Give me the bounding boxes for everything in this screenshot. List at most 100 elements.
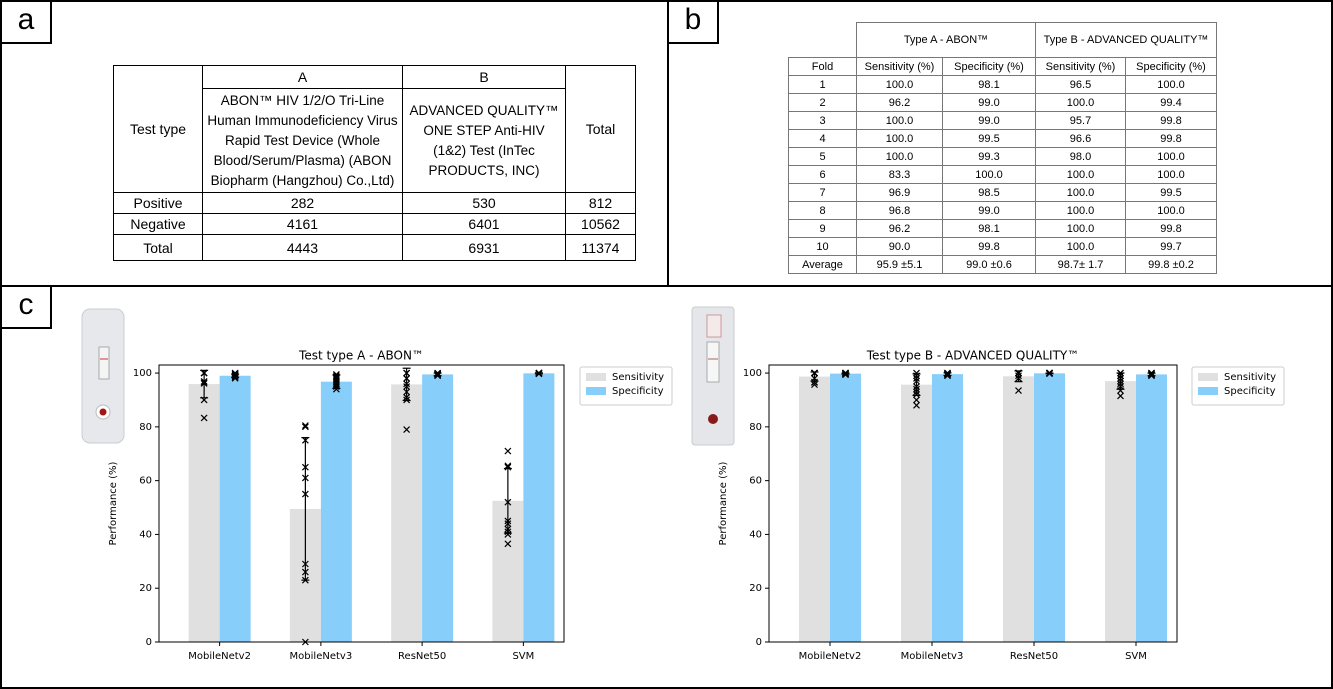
figure: a Test typeABTotalABON™ HIV 1/2/O Tri-Li… xyxy=(0,0,1333,689)
group-header: Type A - ABON™ xyxy=(857,23,1036,58)
y-tick-label: 40 xyxy=(139,529,152,540)
cell: 96.9 xyxy=(857,184,943,202)
column-header: Total xyxy=(566,66,636,193)
page: HIV rapid test classification figure {"p… xyxy=(0,0,1333,689)
chart-title: Test type A - ABON™ xyxy=(298,349,424,363)
cell: 96.2 xyxy=(857,94,943,112)
legend-label: Sensitivity xyxy=(612,372,664,383)
y-tick-label: 60 xyxy=(139,476,152,487)
cell: 98.5 xyxy=(943,184,1036,202)
cell: 100.0 xyxy=(1126,166,1217,184)
cell: 100.0 xyxy=(1126,76,1217,94)
panel-c: c Test type A - ABON™Performance (%)0204… xyxy=(0,285,1333,689)
cell: 100.0 xyxy=(1036,94,1126,112)
panel-label: a xyxy=(0,0,52,44)
cell: 100.0 xyxy=(1126,202,1217,220)
column-header: A xyxy=(203,66,403,89)
cell: 6931 xyxy=(403,235,566,261)
cell: 4443 xyxy=(203,235,403,261)
cell: 99.8 xyxy=(1126,130,1217,148)
cell: 98.0 xyxy=(1036,148,1126,166)
row-name: Total xyxy=(114,235,203,261)
cell: 2 xyxy=(789,94,857,112)
x-marker xyxy=(505,448,511,454)
cell: 99.8 ±0.2 xyxy=(1126,256,1217,274)
legend-swatch xyxy=(586,373,606,381)
cell: 100.0 xyxy=(1036,184,1126,202)
panel-label: b xyxy=(667,0,719,44)
cell: 100.0 xyxy=(1036,220,1126,238)
data-row: 4100.099.596.699.8 xyxy=(789,130,1217,148)
chart-title: Test type B - ADVANCED QUALITY™ xyxy=(866,349,1079,363)
cell: 98.7± 1.7 xyxy=(1036,256,1126,274)
bar xyxy=(830,374,861,642)
cell: 11374 xyxy=(566,235,636,261)
x-tick-label: SVM xyxy=(512,651,534,662)
cell: 90.0 xyxy=(857,238,943,256)
bar xyxy=(1034,373,1065,642)
bar xyxy=(321,382,352,642)
cell: 95.7 xyxy=(1036,112,1126,130)
bar xyxy=(422,374,453,642)
header-row: Test typeABTotal xyxy=(114,66,636,89)
cell: 100.0 xyxy=(857,148,943,166)
cell: 95.9 ±5.1 xyxy=(857,256,943,274)
row-name: Negative xyxy=(114,214,203,235)
data-row: 683.3100.0100.0100.0 xyxy=(789,166,1217,184)
y-tick-label: 0 xyxy=(756,637,762,648)
x-tick-label: MobileNetv3 xyxy=(290,651,353,662)
cell: 99.3 xyxy=(943,148,1036,166)
data-row: 296.299.0100.099.4 xyxy=(789,94,1217,112)
cell: 98.1 xyxy=(943,220,1036,238)
cell: 99.0 xyxy=(943,202,1036,220)
bar xyxy=(189,384,220,642)
cell: 100.0 xyxy=(1126,148,1217,166)
cell: 6 xyxy=(789,166,857,184)
y-tick-label: 80 xyxy=(139,422,152,433)
cell: 99.8 xyxy=(1126,112,1217,130)
group-header: Type B - ADVANCED QUALITY™ xyxy=(1036,23,1217,58)
y-axis-label: Performance (%) xyxy=(718,461,729,545)
column-header: Specificity (%) xyxy=(1126,58,1217,76)
blank-cell xyxy=(789,23,857,58)
legend-label: Specificity xyxy=(612,386,664,397)
column-header: Fold xyxy=(789,58,857,76)
y-tick-label: 20 xyxy=(139,583,152,594)
bar xyxy=(901,385,932,642)
cell: 8 xyxy=(789,202,857,220)
bar xyxy=(1136,374,1167,642)
y-tick-label: 100 xyxy=(743,368,762,379)
cell: 96.6 xyxy=(1036,130,1126,148)
cell: 100.0 xyxy=(1036,202,1126,220)
header-row: FoldSensitivity (%)Specificity (%)Sensit… xyxy=(789,58,1217,76)
legend-label: Sensitivity xyxy=(1224,372,1276,383)
cell: 99.0 xyxy=(943,112,1036,130)
y-tick-label: 100 xyxy=(133,368,152,379)
cell: 530 xyxy=(403,193,566,214)
cell: 99.5 xyxy=(1126,184,1217,202)
cell: 282 xyxy=(203,193,403,214)
cell: 96.5 xyxy=(1036,76,1126,94)
y-tick-label: 60 xyxy=(749,476,762,487)
row-header: Test type xyxy=(114,66,203,193)
cell: 10 xyxy=(789,238,857,256)
bar xyxy=(523,373,554,642)
cell: 5 xyxy=(789,148,857,166)
bar xyxy=(1003,376,1034,642)
cell: 812 xyxy=(566,193,636,214)
bar xyxy=(391,384,422,642)
cell: 1 xyxy=(789,76,857,94)
y-tick-label: 20 xyxy=(749,583,762,594)
cell: 96.2 xyxy=(857,220,943,238)
legend-swatch xyxy=(1198,387,1218,395)
x-tick-label: ResNet50 xyxy=(1010,651,1058,662)
x-tick-label: MobileNetv3 xyxy=(901,651,964,662)
column-header: B xyxy=(403,66,566,89)
